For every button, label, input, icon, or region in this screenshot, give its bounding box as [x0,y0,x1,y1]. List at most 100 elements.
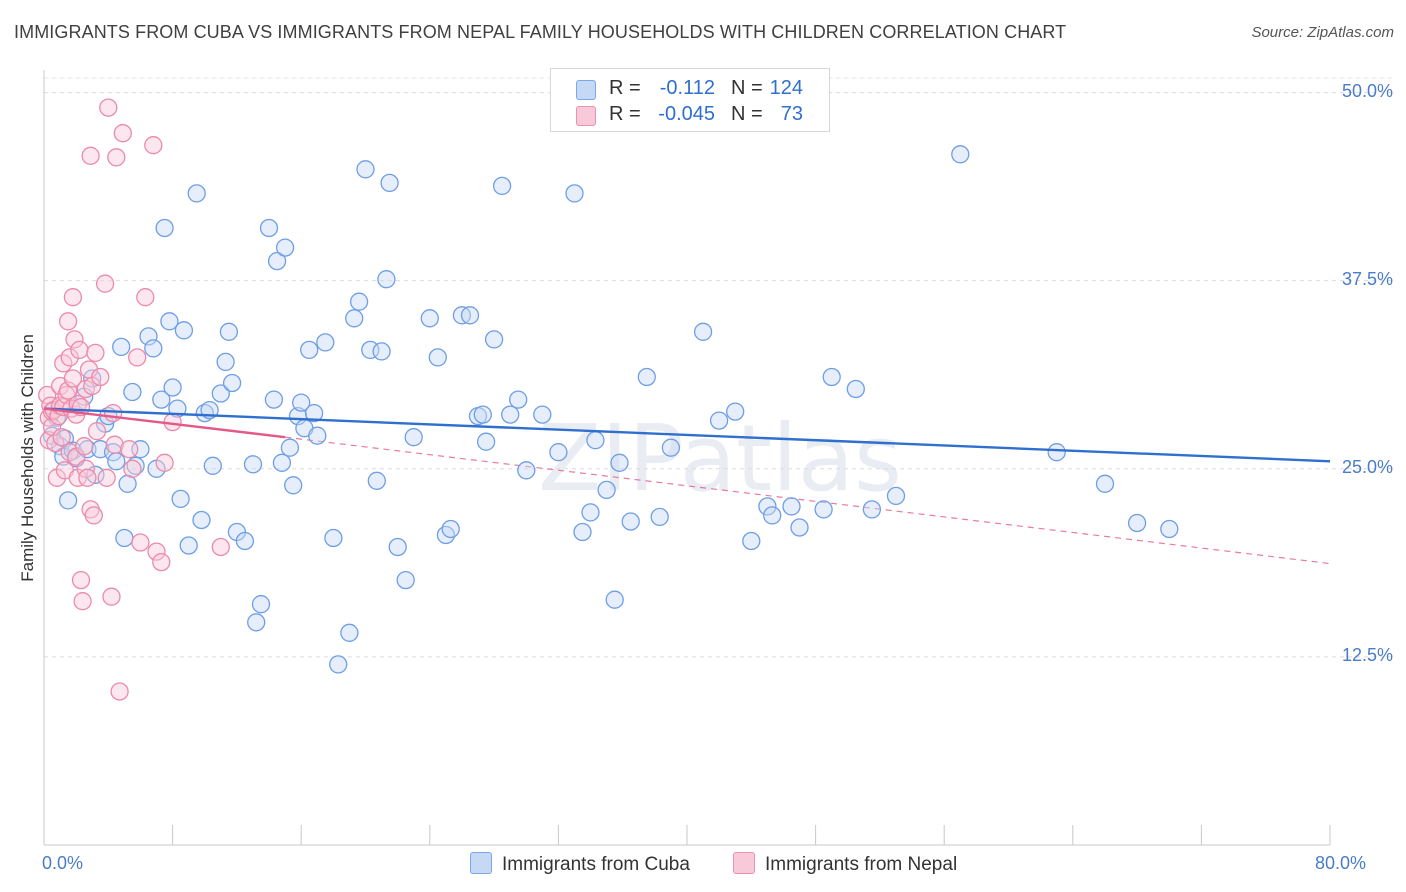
data-point [742,531,761,551]
data-point [63,369,83,388]
legend-r-label: R = [609,103,641,125]
data-point [549,443,568,462]
data-point [726,402,745,421]
data-point [763,506,782,525]
data-point [203,456,222,475]
data-point [107,452,126,471]
data-point [1047,443,1066,462]
data-point [693,322,713,341]
legend-r-label: R = [609,77,641,99]
data-point [152,390,171,409]
data-point [367,471,386,490]
data-point [160,312,179,331]
data-point [187,184,206,203]
legend-n-label: N = [731,77,763,99]
data-point [120,440,139,459]
data-point [565,184,584,203]
data-point [1127,513,1147,533]
data-point [107,148,126,167]
data-point [112,337,131,357]
y-tick-label: 50.0% [1341,80,1393,101]
data-point [216,352,235,372]
data-point [52,428,71,447]
data-point [174,321,194,340]
data-point [259,218,279,238]
data-point [123,459,142,478]
data-point [211,384,230,403]
data-point [243,455,263,474]
data-point [473,405,492,424]
data-point [586,431,605,450]
data-point [324,528,343,548]
data-point [126,456,145,475]
data-point [476,432,496,451]
data-point [235,531,255,551]
y-axis-label: Family Households with Children [18,334,37,582]
data-point [1095,474,1115,493]
bottom-legend-nepal: Immigrants from Nepal [733,852,957,876]
data-point [70,340,89,360]
trend-line-cuba [43,407,1331,463]
data-point [131,533,150,552]
data-point [128,348,147,367]
data-point [428,348,447,367]
data-point [73,592,92,611]
data-point [790,518,809,537]
data-point [951,145,970,164]
x-tick-label: 0.0% [42,853,84,873]
data-point [304,403,324,423]
data-point [171,489,190,509]
data-point [308,426,327,445]
y-tick-label: 12.5% [1341,644,1393,665]
data-point [147,542,166,561]
data-point [152,552,171,572]
data-point [99,98,118,117]
data-point [441,519,460,539]
data-point [573,522,592,542]
data-point [316,333,335,352]
data-point [222,373,242,393]
source-label: Source: ZipAtlas.com [1251,24,1394,41]
data-point [60,348,79,367]
bottom-legend-label-cuba: Immigrants from Cuba [502,854,690,875]
data-point [113,124,132,143]
data-point [340,623,359,642]
data-point [275,238,295,257]
data-point [136,288,155,307]
legend-r-value-cuba: -0.112 [659,77,715,99]
data-point [621,512,640,531]
data-point [110,682,129,701]
data-point [211,537,230,557]
data-point [380,173,399,193]
y-tick-label: 37.5% [1341,268,1393,289]
data-point [581,503,600,522]
data-point [75,437,94,456]
bottom-legend-label-nepal: Immigrants from Nepal [765,854,958,875]
data-point [356,160,375,179]
data-point [886,486,906,506]
data-point [58,381,78,400]
data-point [95,274,115,293]
data-point [115,528,134,548]
data-point [484,330,504,349]
data-point [517,461,536,480]
trend-line-nepal [43,407,286,439]
data-point [192,510,211,530]
data-point [103,403,123,423]
data-point [284,476,303,495]
data-point [420,309,439,328]
data-point [71,570,91,590]
x-tick-label: 80.0% [1314,853,1366,873]
bottom-legend-cuba: Immigrants from Cuba [470,852,690,876]
data-point [264,390,284,409]
data-point [123,382,142,402]
data-point [86,343,105,363]
data-point [372,342,391,361]
data-point [661,438,681,457]
data-point [58,491,78,510]
data-point [1160,519,1179,539]
data-point [81,146,100,165]
legend-n-value-cuba: 124 [769,77,803,99]
data-point [637,367,656,387]
